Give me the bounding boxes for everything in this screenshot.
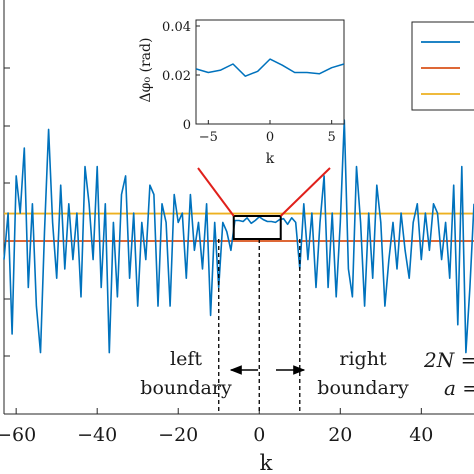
- x-tick-label: −40: [77, 424, 117, 446]
- legend: [411, 21, 474, 111]
- x-tick-label: 0: [253, 424, 265, 446]
- left-boundary-label-line1: left: [170, 348, 202, 370]
- inset-y-tick-label: 0: [183, 118, 191, 133]
- inset-x-axis-title: k: [266, 151, 275, 167]
- x-tick-label: 20: [328, 424, 352, 446]
- inset-plot: 0 0.02 0.04 −5 0 5 k Δφ₀ (rad): [138, 19, 345, 167]
- zoom-connector-right: [280, 167, 331, 217]
- inset-series-line: [195, 58, 345, 77]
- formula-line-2: a =: [444, 376, 474, 400]
- inset-y-tick-label: 0.02: [162, 69, 191, 84]
- inset-x-tick-label: −5: [199, 130, 218, 145]
- zoom-box: [232, 215, 282, 240]
- right-boundary-label-line2: boundary: [317, 377, 409, 399]
- data-series-line: [3, 119, 474, 354]
- formula-line-1: 2N =: [423, 348, 474, 372]
- x-tick-label: −20: [158, 424, 198, 446]
- inset-y-tick-label: 0.04: [162, 20, 191, 35]
- zoom-connector-left: [197, 167, 235, 217]
- x-tick-label: −60: [0, 424, 36, 446]
- inset-x-tick-label: 5: [328, 130, 336, 145]
- left-boundary-label-line2: boundary: [140, 377, 232, 399]
- x-axis-title: k: [260, 451, 273, 474]
- inset-frame: [195, 19, 345, 125]
- inset-x-tick-label: 0: [266, 130, 274, 145]
- x-tick-label: 40: [409, 424, 433, 446]
- inset-y-axis-title: Δφ₀ (rad): [138, 38, 154, 103]
- legend-box: [411, 21, 474, 111]
- right-boundary-label-line1: right: [339, 348, 387, 370]
